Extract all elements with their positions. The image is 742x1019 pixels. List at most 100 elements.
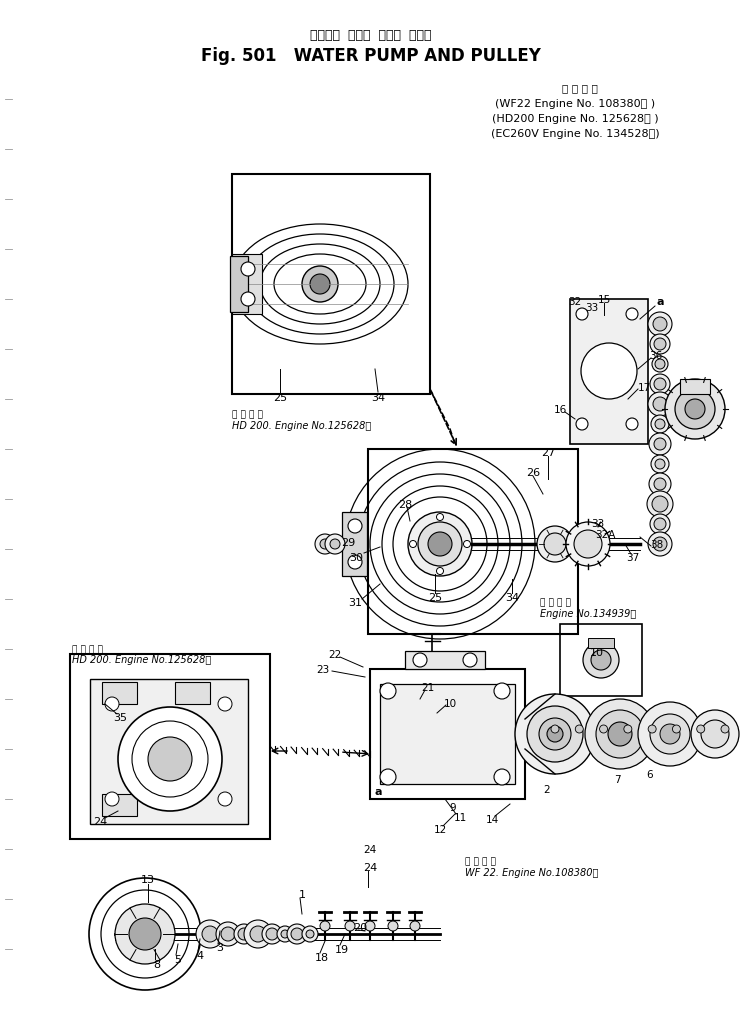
Circle shape [330,539,340,549]
Text: 31: 31 [348,597,362,607]
Circle shape [148,738,192,782]
Circle shape [105,792,119,806]
Circle shape [650,714,690,754]
Circle shape [701,720,729,748]
Circle shape [648,313,672,336]
Circle shape [494,769,510,786]
Text: 29: 29 [341,537,355,547]
Text: (WF22 Engine No. 108380～ ): (WF22 Engine No. 108380～ ) [495,99,655,109]
Circle shape [241,292,255,307]
Circle shape [241,263,255,277]
Circle shape [277,926,293,943]
Circle shape [655,420,665,430]
Text: 32A: 32A [595,530,615,539]
Circle shape [436,514,444,521]
Text: 22: 22 [329,649,341,659]
Circle shape [388,921,398,931]
Bar [405,651,485,669]
Circle shape [408,513,472,577]
Bar [232,255,262,315]
Bar [680,380,710,394]
Circle shape [320,539,330,549]
Circle shape [648,392,672,417]
Circle shape [660,725,680,744]
Circle shape [129,918,161,950]
Bar [232,175,430,394]
Circle shape [655,360,665,370]
Text: 23: 23 [316,664,329,675]
Circle shape [537,527,573,562]
Text: (EC260V Engine No. 134528～): (EC260V Engine No. 134528～) [490,128,660,139]
Circle shape [234,924,254,944]
Text: 6: 6 [647,769,653,780]
Circle shape [310,275,330,294]
Text: 7: 7 [614,774,620,785]
Circle shape [221,927,235,942]
Circle shape [216,922,240,946]
Circle shape [650,515,670,535]
Text: 24: 24 [363,862,377,872]
Circle shape [650,334,670,355]
Circle shape [306,930,314,938]
Circle shape [652,496,668,513]
Circle shape [691,710,739,758]
Circle shape [647,491,673,518]
Text: a: a [374,787,381,796]
Circle shape [250,926,266,943]
Circle shape [547,727,563,742]
Text: 25: 25 [273,392,287,403]
Bar [175,683,210,704]
Circle shape [115,904,175,964]
Circle shape [291,928,303,941]
Circle shape [626,419,638,431]
Bar [90,680,248,824]
Circle shape [665,380,725,439]
Bar [368,449,578,635]
Circle shape [266,928,278,941]
Circle shape [410,921,420,931]
Circle shape [262,924,282,944]
Circle shape [118,707,222,811]
Bar [230,257,248,313]
Circle shape [544,534,566,555]
Circle shape [652,357,668,373]
Circle shape [596,710,644,758]
Circle shape [685,399,705,420]
Text: 30: 30 [349,552,363,562]
Circle shape [653,318,667,331]
Text: 28: 28 [398,499,412,510]
Bar [588,638,614,648]
Text: 24: 24 [364,844,377,854]
Circle shape [325,535,345,554]
Text: 34: 34 [505,592,519,602]
Text: 33: 33 [585,303,599,313]
Circle shape [654,519,666,531]
Circle shape [650,375,670,394]
Circle shape [654,338,666,351]
Text: 14: 14 [485,814,499,824]
Circle shape [348,555,362,570]
Circle shape [539,718,571,750]
Circle shape [202,926,218,943]
Circle shape [428,533,452,556]
Circle shape [551,726,559,734]
Circle shape [320,921,330,931]
Text: a: a [656,297,664,307]
Text: 26: 26 [526,468,540,478]
Circle shape [464,541,470,548]
Circle shape [649,726,656,734]
Circle shape [575,726,583,734]
Circle shape [196,920,224,948]
Circle shape [574,531,602,558]
Text: 4: 4 [197,950,203,960]
Text: HD 200. Engine No.125628～: HD 200. Engine No.125628～ [232,421,371,431]
Circle shape [624,726,632,734]
Bar [370,669,525,799]
Text: 適 用 号 機: 適 用 号 機 [562,83,598,93]
Text: 5: 5 [174,954,182,964]
Circle shape [608,722,632,746]
Text: 適 用 号 機: 適 用 号 機 [72,645,103,654]
Circle shape [653,537,667,551]
Circle shape [380,769,396,786]
Circle shape [463,653,477,667]
